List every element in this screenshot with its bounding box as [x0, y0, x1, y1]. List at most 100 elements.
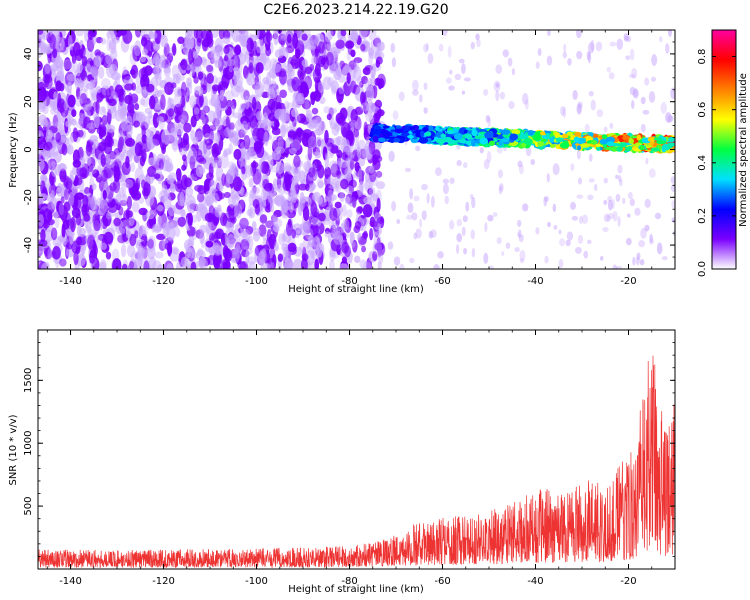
spectrogram-cell — [139, 30, 146, 37]
spectrogram-cell — [280, 38, 285, 47]
spectrogram-cell — [271, 69, 276, 81]
spectrogram-cell — [394, 128, 404, 134]
spectrogram-cell — [577, 234, 584, 244]
spectrogram-cell — [368, 45, 378, 60]
spectrogram-cell — [71, 166, 78, 176]
spectrogram-cell — [229, 190, 239, 200]
spectrogram-cell — [470, 41, 476, 50]
spectrogram-cell — [326, 176, 335, 185]
spectrogram-cell — [231, 98, 237, 110]
spectrogram-cell — [530, 158, 535, 165]
spectrogram-cell — [338, 86, 345, 95]
spectrogram-cell — [401, 132, 409, 137]
spectrogram-cell — [273, 30, 279, 46]
spectrogram-cell — [456, 218, 463, 227]
spectrogram-cell — [312, 159, 320, 169]
spectrogram-cell — [226, 99, 233, 107]
spectrogram-cell — [93, 218, 101, 232]
y-tick-label: -20 — [23, 189, 34, 205]
spectrogram-cell — [354, 255, 361, 264]
spectrogram-cell — [49, 100, 59, 108]
spectrogram-cell — [362, 261, 372, 269]
spectrogram-cell — [218, 245, 224, 253]
spectrogram-cell — [376, 216, 385, 224]
spectrogram-cell — [150, 138, 160, 148]
spectrogram-cell — [131, 201, 140, 213]
spectrogram-cell — [63, 57, 71, 72]
spectrogram-cell — [329, 207, 338, 222]
spectrogram-cell — [318, 121, 326, 133]
spectrogram-cell — [507, 57, 513, 67]
spectrogram-cell — [163, 154, 170, 166]
spectrogram-cell — [147, 50, 153, 58]
spectrogram-cell — [527, 129, 535, 136]
spectrogram-cell — [311, 39, 316, 50]
spectrogram-cell — [367, 30, 377, 41]
spectrogram-cell — [111, 72, 121, 81]
spectrogram-cell — [311, 107, 319, 115]
spectrogram-cell — [259, 214, 268, 224]
spectrogram-cell — [94, 231, 99, 244]
spectrogram-cell — [326, 113, 332, 121]
spectrogram-cell — [317, 164, 325, 179]
spectrogram-cell — [419, 94, 423, 103]
spectrogram-cell — [114, 84, 124, 98]
spectrogram-cell — [322, 76, 332, 91]
spectrogram-cell — [183, 122, 192, 133]
spectrogram-cell — [199, 224, 207, 234]
spectrogram-cell — [487, 214, 494, 222]
spectrogram-cell — [211, 133, 221, 144]
spectrogram-cell — [241, 30, 249, 39]
spectrogram-cell — [517, 219, 522, 228]
spectrogram-cell — [573, 136, 580, 143]
spectrogram-cell — [369, 227, 374, 241]
spectrogram-cell — [68, 192, 75, 207]
spectrogram-cell — [258, 250, 266, 267]
spectrogram-cell — [38, 214, 45, 227]
spectrogram-cell — [231, 30, 242, 43]
spectrogram-cell — [372, 241, 382, 255]
spectrogram-cell — [42, 105, 49, 115]
spectrogram-cell — [204, 212, 215, 223]
spectrogram-cell — [95, 100, 100, 115]
spectrogram-cell — [186, 82, 192, 89]
spectrogram-cell — [66, 73, 77, 82]
spectrogram-cell — [52, 211, 59, 219]
spectrogram-cell — [570, 201, 576, 210]
spectrogram-cell — [124, 178, 134, 189]
spectrogram-cell — [363, 196, 372, 205]
spectrogram-cell — [110, 30, 118, 37]
spectrogram-cell — [202, 123, 211, 138]
spectrogram-cell — [375, 181, 386, 190]
spectrogram-cell — [158, 159, 164, 171]
spectrogram-cell — [377, 253, 384, 264]
spectrogram-cell — [352, 65, 362, 82]
spectrogram-cell — [335, 39, 345, 49]
spectrogram-cell — [120, 151, 126, 165]
spectrogram-cell — [234, 241, 242, 254]
spectrogram-cell — [335, 112, 345, 125]
spectrogram-cell — [214, 116, 223, 131]
snr-y-label: SNR (10 * v/v) — [8, 414, 19, 485]
spectrogram-cell — [334, 175, 340, 190]
spectrogram-cell — [299, 196, 309, 203]
spectrogram-cell — [67, 94, 76, 108]
spectrogram-cell — [350, 146, 356, 158]
spectrogram-cell — [399, 263, 405, 269]
spectrogram-cell — [653, 137, 663, 141]
spectrogram-cell — [265, 237, 275, 250]
spectrogram-cell — [182, 132, 189, 146]
spectrogram-cell — [314, 63, 321, 77]
spectrogram-cell — [173, 103, 184, 116]
spectrogram-cell — [305, 250, 315, 266]
spectrogram-cell — [124, 83, 134, 91]
spectrogram-cell — [511, 68, 516, 76]
spectrogram-cell — [336, 149, 343, 159]
spectrogram-cell — [109, 182, 117, 192]
spectrogram-cell — [335, 215, 340, 227]
spectrogram-cell — [377, 78, 383, 90]
spectrogram-cell — [376, 237, 381, 252]
spectrogram-cell — [339, 263, 349, 269]
spectrogram-cell — [86, 36, 95, 52]
